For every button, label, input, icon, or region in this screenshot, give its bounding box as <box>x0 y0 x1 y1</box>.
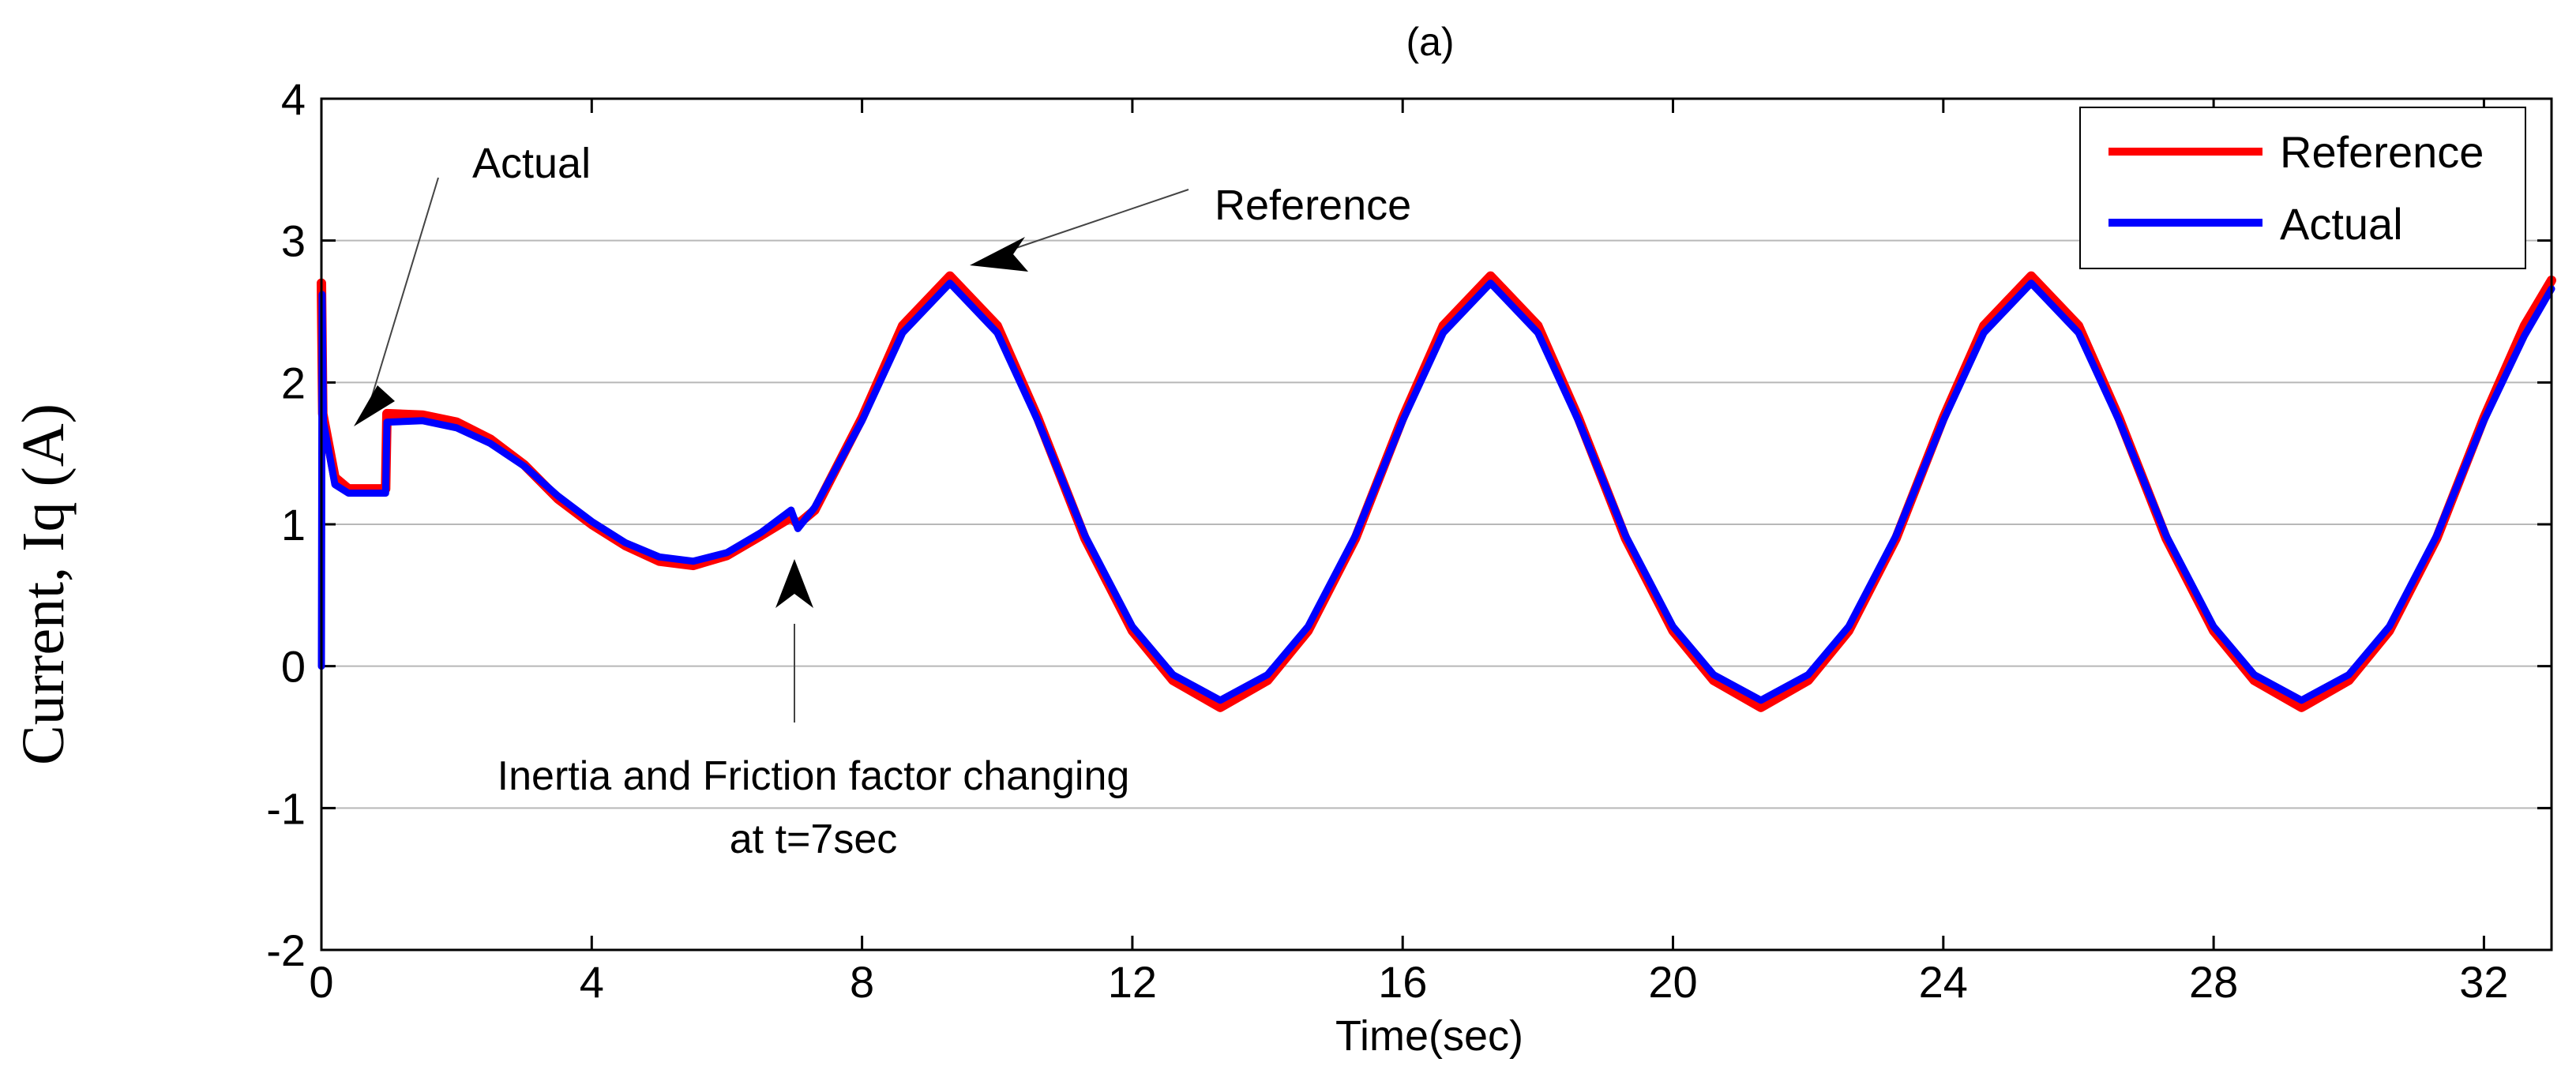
x-tick-label: 16 <box>1378 957 1427 1007</box>
annotation-inertia: Inertia and Friction factor changing at … <box>498 559 1130 862</box>
series-lines <box>317 271 2556 712</box>
annotation-actual-label: Actual <box>472 140 591 187</box>
plot-frame <box>320 97 2553 952</box>
legend-label-actual: Actual <box>2280 199 2403 249</box>
x-tick-label: 12 <box>1108 957 1157 1007</box>
chart-title: (a) <box>1406 20 1454 64</box>
x-tick-label: 32 <box>2459 957 2508 1007</box>
x-tick-label: 20 <box>1648 957 1697 1007</box>
annotation-inertia-label-line2: at t=7sec <box>730 816 897 862</box>
y-tick-label: 0 <box>281 642 306 692</box>
legend-box <box>2079 107 2526 269</box>
y-tick-label: 2 <box>281 358 306 407</box>
x-tick-label: 28 <box>2189 957 2238 1007</box>
annotation-actual-leader <box>370 177 439 400</box>
x-tick-label: 24 <box>1919 957 1968 1007</box>
x-tick-label: 4 <box>580 957 604 1007</box>
x-axis-label: Time(sec) <box>1335 1012 1523 1060</box>
x-tick-label: 0 <box>309 957 333 1007</box>
y-tick-label: 3 <box>281 216 306 266</box>
legend-label-reference: Reference <box>2280 127 2484 177</box>
y-tick-label: -1 <box>266 783 306 833</box>
annotation-reference: Reference <box>970 182 1411 272</box>
annotation-reference-arrowhead <box>970 237 1028 272</box>
annotation-reference-leader <box>1006 189 1189 252</box>
annotation-inertia-label: Inertia and Friction factor changing <box>498 753 1130 799</box>
x-tick-label: 8 <box>850 957 874 1007</box>
y-tick-label: 1 <box>281 500 306 550</box>
annotation-inertia-arrowhead <box>775 559 813 608</box>
series-line-actual <box>317 280 2555 704</box>
legend: Reference Actual <box>2079 107 2526 269</box>
y-axis-label: Current, Iq (A) <box>10 403 77 765</box>
y-tick-label: 4 <box>281 74 306 124</box>
y-tick-label: -2 <box>266 925 306 975</box>
annotation-reference-label: Reference <box>1215 182 1411 229</box>
annotation-actual: Actual <box>354 140 591 426</box>
annotation-actual-arrowhead <box>354 385 395 426</box>
